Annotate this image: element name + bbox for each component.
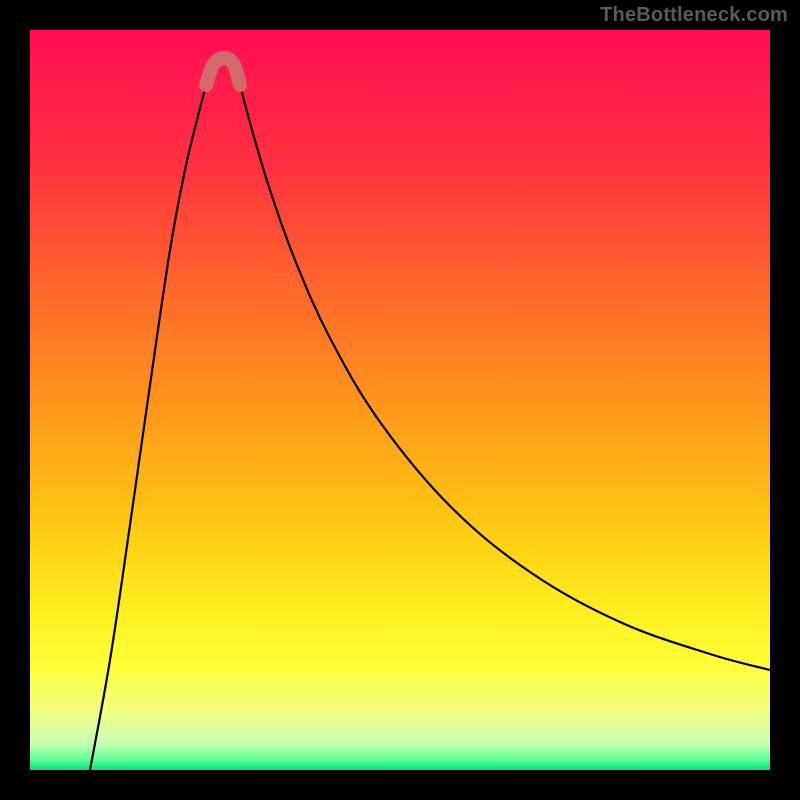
watermark-text: TheBottleneck.com	[600, 4, 788, 27]
chart-root: TheBottleneck.com	[0, 0, 800, 800]
bottleneck-chart-svg	[0, 0, 800, 800]
gradient-background	[30, 30, 770, 770]
